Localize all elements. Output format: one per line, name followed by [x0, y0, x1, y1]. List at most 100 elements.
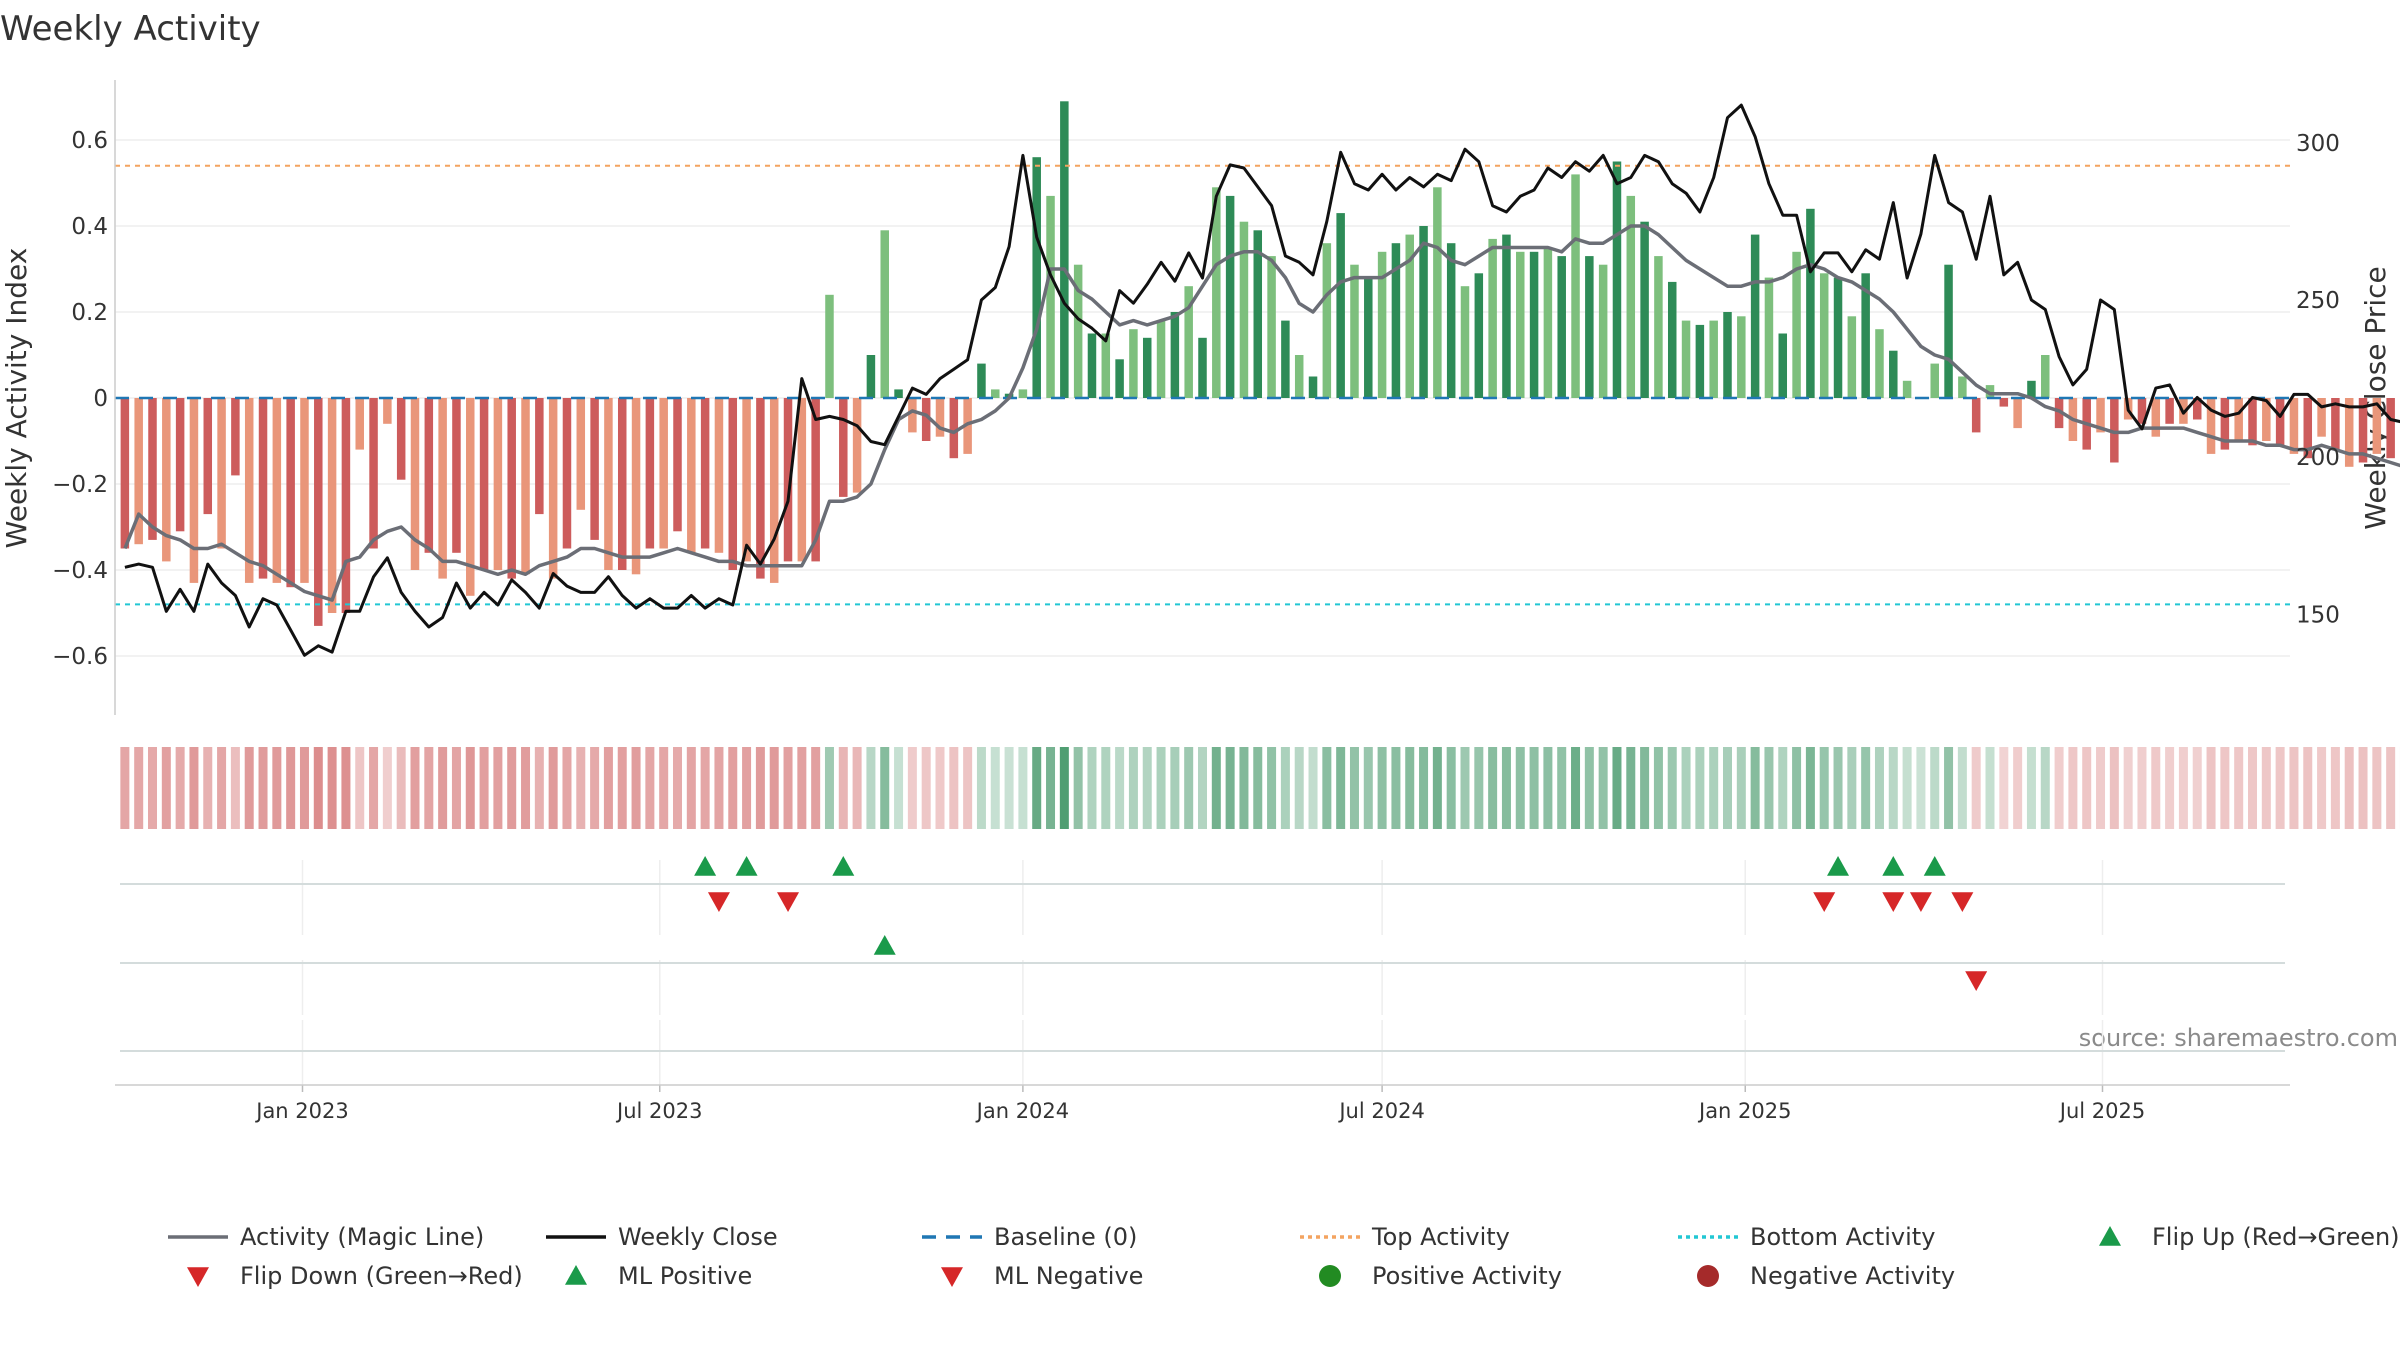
activity-strip-cell	[2275, 747, 2285, 829]
activity-bar	[1032, 157, 1041, 398]
activity-strip-cell	[1128, 747, 1138, 829]
activity-strip-cell	[1211, 747, 1221, 829]
activity-bar	[148, 398, 157, 540]
activity-strip-cell	[2151, 747, 2161, 829]
activity-strip-cell	[783, 747, 793, 829]
activity-bar	[1198, 337, 1207, 398]
activity-bar	[1377, 251, 1387, 398]
activity-bar	[2372, 398, 2382, 454]
activity-bar	[1294, 355, 1304, 398]
activity-strip-cell	[617, 747, 627, 829]
activity-strip-cell	[1446, 747, 1456, 829]
activity-bar	[2331, 398, 2340, 450]
activity-strip-cell	[797, 747, 807, 829]
activity-strip-cell	[714, 747, 724, 829]
activity-bar	[1488, 238, 1497, 398]
activity-bar	[756, 398, 765, 579]
legend-swatch-triangle	[941, 1267, 963, 1287]
activity-strip-cell	[1888, 747, 1898, 829]
activity-strip-cell	[120, 747, 130, 829]
activity-strip-cell	[410, 747, 420, 829]
activity-strip-cell	[1612, 747, 1622, 829]
activity-strip-cell	[1557, 747, 1567, 829]
flip-down-marker	[1882, 892, 1905, 912]
legend-label: Flip Down (Green→Red)	[240, 1262, 523, 1290]
activity-strip-cell	[811, 747, 821, 829]
activity-bar	[521, 398, 530, 575]
activity-bar	[286, 398, 295, 588]
activity-strip-cell	[1294, 747, 1304, 829]
activity-bar	[2041, 355, 2050, 398]
activity-bar	[1598, 264, 1608, 398]
activity-strip-cell	[1363, 747, 1373, 829]
activity-strip-cell	[396, 747, 406, 829]
activity-strip-cell	[1322, 747, 1332, 829]
activity-bar	[1612, 161, 1622, 398]
signal-panels	[115, 856, 2290, 1086]
activity-strip-cell	[1529, 747, 1539, 829]
activity-strip-cell	[1584, 747, 1594, 829]
x-tick-label: Jul 2024	[1337, 1099, 1424, 1123]
activity-bar	[2358, 398, 2368, 463]
activity-strip-cell	[631, 747, 641, 829]
activity-strip-cell	[2386, 747, 2396, 829]
legend-swatch-triangle	[565, 1265, 587, 1285]
activity-strip-cell	[976, 747, 986, 829]
activity-strip-cell	[1957, 747, 1967, 829]
activity-strip-cell	[2013, 747, 2023, 829]
activity-strip-cell	[894, 747, 904, 829]
activity-strip-cell	[438, 747, 448, 829]
activity-bar	[1681, 320, 1691, 398]
activity-strip-cell	[479, 747, 489, 829]
activity-bar	[2289, 398, 2299, 454]
activity-bar	[217, 398, 226, 549]
activity-bar	[797, 398, 807, 562]
activity-bar	[1391, 243, 1401, 398]
legend-label: Top Activity	[1371, 1223, 1510, 1251]
activity-bar	[341, 398, 351, 613]
activity-strip-cell	[1626, 747, 1636, 829]
activity-bar	[1654, 256, 1663, 398]
activity-bar	[244, 398, 254, 583]
activity-bar	[327, 398, 337, 613]
activity-strip-cell	[1405, 747, 1415, 829]
activity-strip-cell	[1073, 747, 1083, 829]
activity-strip-cell	[451, 747, 461, 829]
activity-bar	[2137, 398, 2147, 424]
legend: Activity (Magic Line) Weekly Close Baselin…	[168, 1223, 2400, 1290]
activity-strip-cell	[907, 747, 917, 829]
activity-bar	[493, 398, 503, 570]
flip-up-marker	[1827, 856, 1850, 876]
activity-strip-cell	[244, 747, 254, 829]
activity-bar	[1958, 376, 1967, 398]
activity-bar	[424, 398, 434, 553]
activity-bar	[452, 398, 461, 553]
activity-bar	[466, 398, 475, 596]
activity-bar	[991, 389, 1000, 398]
activity-strip-cell	[1902, 747, 1912, 829]
ml-negative-marker	[1965, 971, 1988, 991]
flip-up-marker	[735, 856, 758, 876]
activity-strip-cell	[590, 747, 600, 829]
activity-bar	[189, 398, 199, 583]
activity-strip-cell	[1764, 747, 1774, 829]
activity-strip-cell	[258, 747, 268, 829]
activity-strip-cell	[507, 747, 517, 829]
activity-bar	[1087, 333, 1097, 398]
activity-strip-cell	[1280, 747, 1290, 829]
activity-strip-cell	[2123, 747, 2133, 829]
activity-strip-cell	[1667, 747, 1677, 829]
y-tick-label-right: 250	[2296, 288, 2340, 314]
weekly-close-series	[124, 103, 2400, 657]
activity-bar	[1073, 264, 1083, 398]
activity-strip-cell	[424, 747, 434, 829]
activity-bar	[1364, 277, 1373, 398]
activity-bar	[1695, 324, 1705, 398]
activity-bar	[1709, 320, 1718, 398]
activity-strip-cell	[1819, 747, 1829, 829]
activity-bar	[1060, 101, 1069, 399]
activity-bar	[769, 398, 779, 583]
activity-strip-cell	[852, 747, 862, 829]
activity-bar	[355, 398, 364, 450]
